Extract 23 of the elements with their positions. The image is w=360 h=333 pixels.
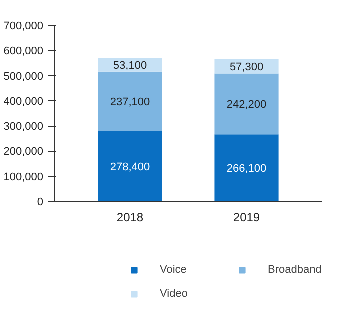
legend-label: Broadband xyxy=(268,264,323,276)
data-label: 278,400 xyxy=(110,162,150,174)
data-label: 53,100 xyxy=(113,60,148,72)
bar xyxy=(214,134,279,202)
data-label: 237,100 xyxy=(110,96,150,109)
legend-label: Video xyxy=(160,288,189,300)
legend-label: Voice xyxy=(160,264,188,276)
y-tick-label: 700,000 xyxy=(4,20,44,32)
bar xyxy=(98,132,162,202)
data-label: 57,300 xyxy=(230,61,264,74)
x-tick-label: 2019 xyxy=(233,210,260,224)
y-tick-label: 0 xyxy=(37,196,44,208)
y-tick-label: 200,000 xyxy=(4,146,44,158)
bar xyxy=(214,74,279,135)
y-tick-label: 400,000 xyxy=(4,96,44,108)
data-label: 242,200 xyxy=(226,99,267,112)
x-tick-label: 2018 xyxy=(116,210,144,224)
data-label: 266,100 xyxy=(226,163,267,176)
bar xyxy=(98,72,162,132)
y-tick-label: 100,000 xyxy=(4,171,44,184)
y-tick-label: 500,000 xyxy=(4,70,44,83)
y-tick-label: 600,000 xyxy=(4,46,44,58)
y-tick-label: 300,000 xyxy=(4,121,44,134)
